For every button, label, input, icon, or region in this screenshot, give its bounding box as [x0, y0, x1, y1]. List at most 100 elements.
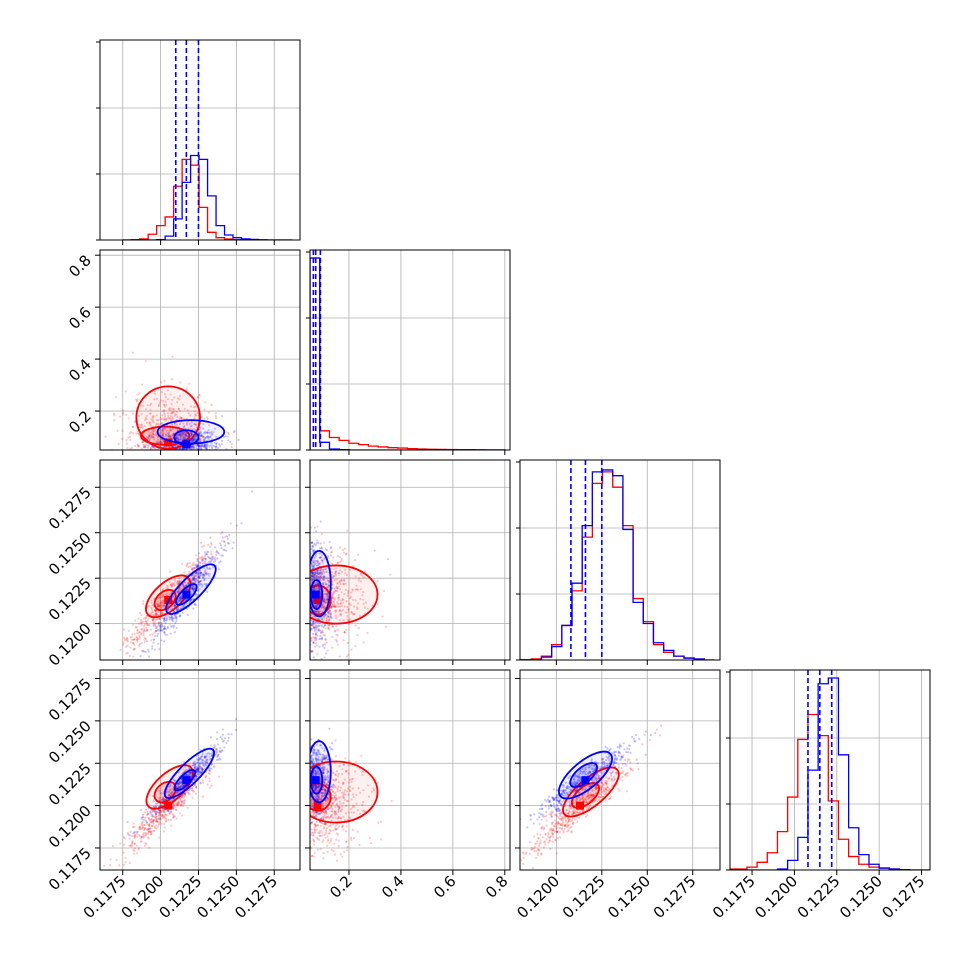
- scatter-point: [172, 807, 176, 810]
- scatter-point: [159, 417, 162, 420]
- scatter-point: [162, 797, 165, 800]
- scatter-point: [162, 594, 165, 597]
- scatter-point: [149, 633, 152, 637]
- scatter-point: [187, 582, 190, 585]
- scatter-point: [206, 550, 209, 553]
- scatter-point: [193, 763, 197, 766]
- scatter-point: [140, 628, 143, 631]
- scatter-point: [125, 442, 129, 445]
- scatter-point: [335, 769, 338, 773]
- scatter-point: [337, 602, 340, 605]
- scatter-point: [316, 569, 319, 572]
- scatter-point: [166, 809, 170, 813]
- scatter-point: [326, 598, 329, 601]
- scatter-point: [329, 829, 332, 833]
- scatter-point: [136, 443, 139, 446]
- scatter-point: [205, 583, 208, 586]
- scatter-point: [353, 612, 356, 616]
- scatter-point: [173, 603, 176, 606]
- scatter-point: [178, 781, 181, 784]
- scatter-point: [215, 553, 218, 556]
- scatter-point: [213, 556, 216, 559]
- scatter-point: [152, 815, 155, 818]
- scatter-point: [190, 433, 194, 436]
- scatter-point: [331, 790, 334, 793]
- scatter-point: [141, 426, 144, 429]
- scatter-point: [377, 821, 380, 824]
- scatter-point: [178, 577, 181, 580]
- scatter-point: [326, 770, 330, 773]
- scatter-point: [362, 641, 365, 644]
- scatter-point: [154, 609, 158, 613]
- scatter-point: [139, 423, 143, 426]
- scatter-point: [159, 594, 163, 597]
- scatter-point: [337, 796, 341, 799]
- scatter-point: [326, 808, 329, 811]
- scatter-point: [154, 634, 157, 638]
- scatter-point: [164, 619, 168, 622]
- scatter-point: [145, 417, 148, 421]
- scatter-point: [343, 592, 346, 596]
- scatter-point: [206, 445, 209, 448]
- scatter-point: [312, 656, 315, 659]
- scatter-point: [158, 596, 161, 599]
- scatter-point: [210, 442, 213, 445]
- scatter-point: [204, 436, 207, 439]
- scatter-point: [157, 605, 160, 608]
- scatter-point: [317, 586, 320, 589]
- scatter-point: [324, 810, 328, 813]
- scatter-point: [186, 582, 190, 586]
- scatter-point: [322, 771, 325, 774]
- scatter-point: [332, 590, 336, 594]
- scatter-point: [139, 837, 142, 840]
- scatter-point: [145, 621, 148, 624]
- scatter-point: [322, 600, 325, 603]
- scatter-point: [162, 403, 165, 407]
- scatter-point: [197, 768, 200, 771]
- scatter-point: [334, 589, 338, 593]
- scatter-point: [386, 558, 390, 561]
- scatter-point: [310, 574, 314, 578]
- scatter-point: [348, 602, 351, 605]
- scatter-point: [154, 806, 157, 809]
- scatter-point: [159, 612, 162, 616]
- scatter-point: [144, 416, 147, 420]
- scatter-point: [325, 783, 329, 787]
- scatter-point: [334, 812, 337, 815]
- scatter-point: [315, 751, 319, 754]
- scatter-point: [225, 549, 228, 552]
- scatter-point: [127, 436, 130, 439]
- scatter-point: [342, 763, 345, 766]
- scatter-point: [138, 644, 141, 647]
- scatter-point: [168, 617, 171, 620]
- scatter-point: [327, 624, 331, 627]
- scatter-point: [198, 765, 201, 768]
- scatter-point: [152, 822, 155, 825]
- scatter-point: [158, 808, 161, 811]
- scatter-point: [313, 851, 316, 854]
- scatter-point: [143, 811, 146, 814]
- scatter-point: [203, 578, 206, 581]
- scatter-point: [330, 805, 333, 808]
- scatter-point: [313, 549, 316, 552]
- scatter-point: [198, 770, 201, 773]
- scatter-point: [201, 762, 204, 765]
- scatter-point: [159, 612, 162, 615]
- scatter-point: [177, 785, 180, 788]
- scatter-point: [167, 794, 171, 797]
- scatter-point: [330, 551, 333, 554]
- scatter-point: [192, 561, 195, 565]
- scatter-point: [176, 439, 179, 442]
- scatter-point: [332, 593, 335, 596]
- scatter-point: [342, 639, 345, 642]
- scatter-point: [216, 731, 219, 734]
- scatter-point: [197, 445, 200, 448]
- scatter-point: [314, 572, 317, 575]
- scatter-point: [192, 764, 195, 767]
- scatter-point: [310, 764, 313, 767]
- scatter-point: [321, 788, 324, 791]
- scatter-point: [333, 597, 336, 600]
- scatter-point: [339, 809, 342, 812]
- scatter-point: [228, 533, 231, 537]
